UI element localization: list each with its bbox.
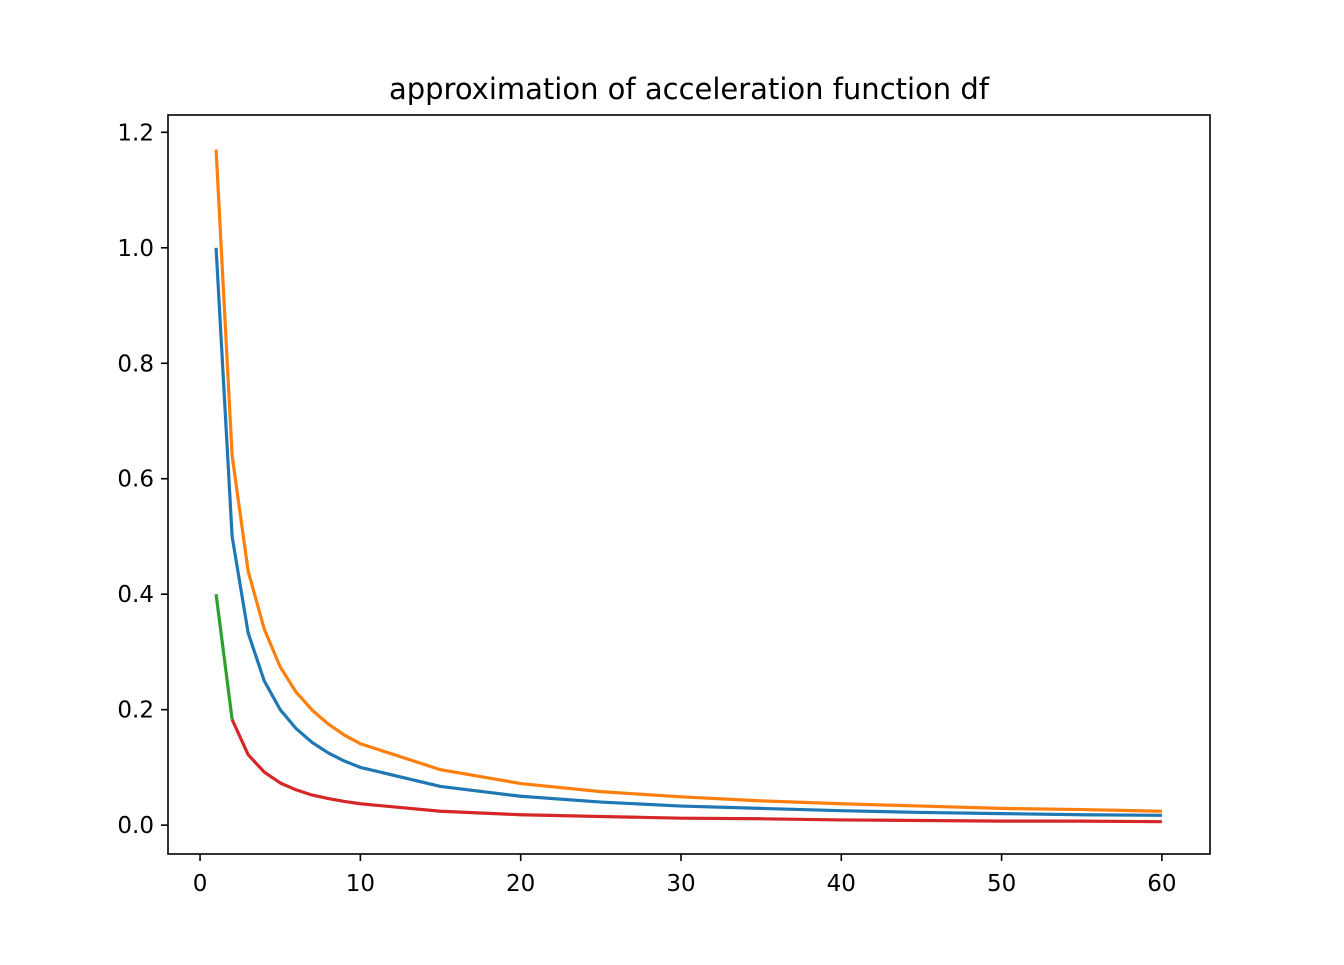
- plot-frame: [167, 114, 1211, 855]
- x-tick-label: 60: [1147, 871, 1176, 897]
- x-tick-label: 30: [666, 871, 695, 897]
- y-tick-label: 0.4: [117, 582, 154, 608]
- y-tick-label: 1.0: [117, 236, 154, 262]
- x-tick-label: 0: [193, 871, 208, 897]
- y-tick-label: 1.2: [117, 120, 154, 146]
- series-layer: [214, 149, 1162, 824]
- x-tick-label: 10: [346, 871, 375, 897]
- y-tick-label: 0.6: [117, 467, 154, 493]
- series-line-1: [214, 247, 1162, 817]
- axes-layer: 0 10 20 30 40 50 60 0.0 0.2 0.4 0.6 0.8 1.0 1.2: [117, 120, 1176, 897]
- x-tick-label: 20: [506, 871, 535, 897]
- series-line-3: [214, 593, 234, 720]
- series-line-2: [214, 149, 1162, 813]
- x-tick-label: 50: [987, 871, 1016, 897]
- series-line-4: [230, 718, 1162, 824]
- y-tick-label: 0.8: [117, 351, 154, 377]
- y-tick-label: 0.2: [117, 698, 154, 724]
- x-tick-label: 40: [827, 871, 856, 897]
- y-tick-label: 0.0: [117, 813, 154, 839]
- chart-title: approximation of acceleration function d…: [389, 72, 990, 106]
